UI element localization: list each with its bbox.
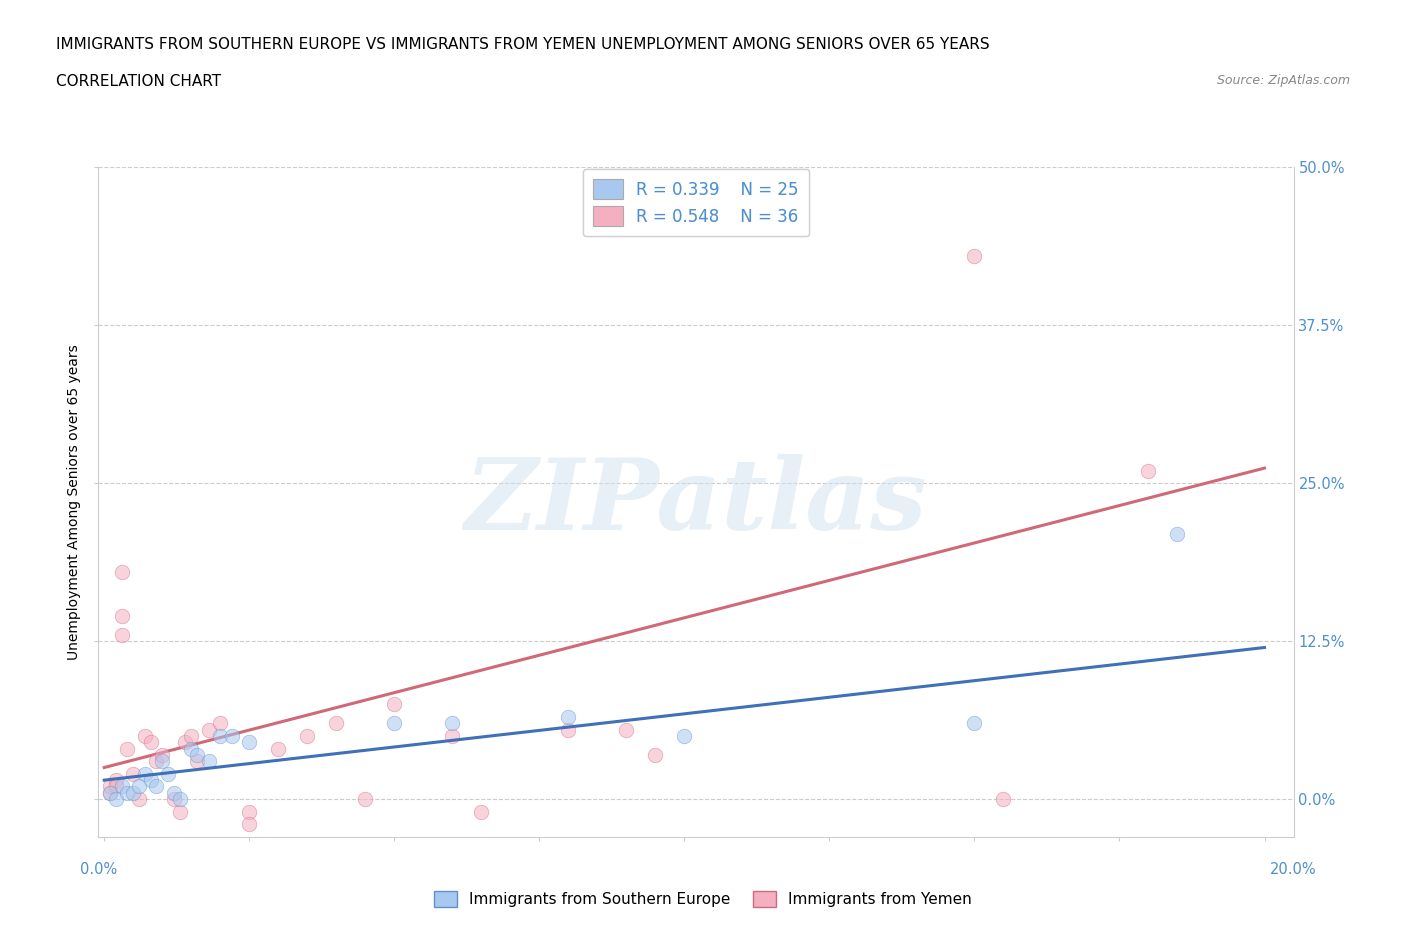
Point [238, 817, 260, 831]
Point [1137, 463, 1160, 478]
Point [104, 791, 127, 806]
Point [1166, 526, 1188, 541]
Point [470, 804, 492, 819]
Point [186, 748, 208, 763]
Point [614, 723, 637, 737]
Legend: R = 0.339    N = 25, R = 0.548    N = 36: R = 0.339 N = 25, R = 0.548 N = 36 [583, 169, 808, 236]
Point [98, 785, 121, 800]
Point [98, 779, 121, 794]
Point [163, 791, 186, 806]
Point [150, 753, 173, 768]
Y-axis label: Unemployment Among Seniors over 65 years: Unemployment Among Seniors over 65 years [67, 344, 82, 660]
Point [98, 785, 121, 800]
Point [111, 628, 134, 643]
Point [557, 710, 579, 724]
Point [134, 766, 156, 781]
Text: IMMIGRANTS FROM SOUTHERN EUROPE VS IMMIGRANTS FROM YEMEN UNEMPLOYMENT AMONG SENI: IMMIGRANTS FROM SOUTHERN EUROPE VS IMMIG… [56, 37, 990, 52]
Legend: Immigrants from Southern Europe, Immigrants from Yemen: Immigrants from Southern Europe, Immigra… [427, 884, 979, 913]
Text: Source: ZipAtlas.com: Source: ZipAtlas.com [1216, 74, 1350, 87]
Point [145, 779, 167, 794]
Point [673, 728, 696, 743]
Point [111, 779, 134, 794]
Point [111, 608, 134, 623]
Point [122, 766, 145, 781]
Point [139, 735, 162, 750]
Point [557, 723, 579, 737]
Point [122, 785, 145, 800]
Text: 20.0%: 20.0% [1270, 862, 1317, 877]
Point [197, 753, 219, 768]
Point [180, 741, 202, 756]
Point [325, 716, 347, 731]
Point [209, 716, 232, 731]
Point [644, 748, 666, 763]
Point [157, 766, 180, 781]
Point [104, 773, 127, 788]
Text: 0.0%: 0.0% [80, 862, 117, 877]
Point [180, 728, 202, 743]
Point [174, 735, 197, 750]
Point [111, 565, 134, 579]
Text: CORRELATION CHART: CORRELATION CHART [56, 74, 221, 89]
Point [963, 716, 986, 731]
Point [139, 773, 162, 788]
Point [238, 804, 260, 819]
Point [169, 804, 191, 819]
Point [382, 697, 405, 711]
Point [354, 791, 377, 806]
Point [163, 785, 186, 800]
Point [197, 723, 219, 737]
Point [128, 791, 150, 806]
Point [441, 728, 464, 743]
Point [221, 728, 243, 743]
Point [128, 779, 150, 794]
Point [441, 716, 464, 731]
Text: ZIPatlas: ZIPatlas [465, 454, 927, 551]
Point [150, 748, 173, 763]
Point [145, 753, 167, 768]
Point [186, 753, 208, 768]
Point [134, 728, 156, 743]
Point [382, 716, 405, 731]
Point [297, 728, 319, 743]
Point [117, 785, 139, 800]
Point [238, 735, 260, 750]
Point [169, 791, 191, 806]
Point [117, 741, 139, 756]
Point [104, 779, 127, 794]
Point [993, 791, 1015, 806]
Point [267, 741, 290, 756]
Point [963, 248, 986, 263]
Point [209, 728, 232, 743]
